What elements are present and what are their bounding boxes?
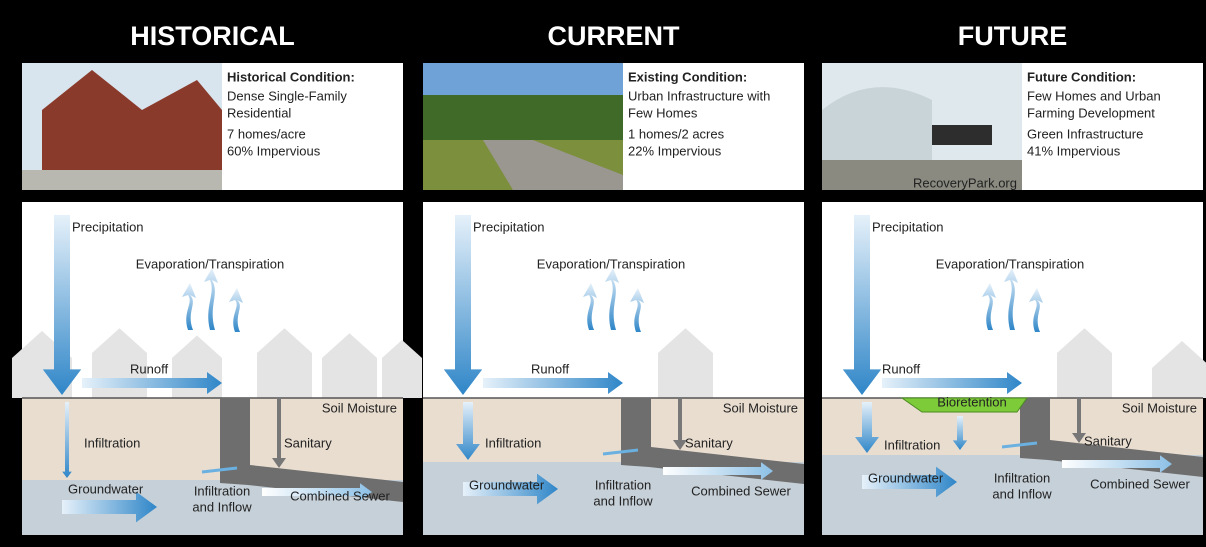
- infiltration-label: Infiltration: [485, 435, 541, 450]
- condition-text: Residential: [227, 105, 291, 120]
- photo-trees: [423, 95, 623, 140]
- infiltration-inflow-label: and Inflow: [992, 486, 1052, 501]
- infiltration-inflow-label: and Inflow: [593, 493, 653, 508]
- runoff-label: Runoff: [531, 361, 569, 376]
- runoff-label: Runoff: [882, 361, 920, 376]
- groundwater-label: Groundwater: [868, 470, 944, 485]
- sanitary-label: Sanitary: [685, 435, 733, 450]
- condition-text: Dense Single-Family: [227, 88, 347, 103]
- condition-text: 22% Impervious: [628, 143, 722, 158]
- sanitary-label: Sanitary: [1084, 433, 1132, 448]
- infiltration-inflow-label: and Inflow: [192, 499, 252, 514]
- condition-text: 60% Impervious: [227, 143, 321, 158]
- runoff-label: Runoff: [130, 361, 168, 376]
- precipitation-label: Precipitation: [72, 219, 144, 234]
- infiltration-inflow-label: Infiltration: [994, 470, 1050, 485]
- soil-moisture-label: Soil Moisture: [723, 400, 798, 415]
- bioretention-label: Bioretention: [937, 394, 1006, 409]
- soil-moisture-label: Soil Moisture: [1122, 400, 1197, 415]
- sanitary-pipe: [277, 398, 281, 458]
- condition-text: Few Homes and Urban: [1027, 88, 1161, 103]
- infiltration-inflow-label: Infiltration: [194, 483, 250, 498]
- evaporation-label: Evaporation/Transpiration: [136, 256, 284, 271]
- combined-sewer-label: Combined Sewer: [290, 488, 390, 503]
- sanitary-pipe: [678, 398, 682, 440]
- condition-text: Few Homes: [628, 105, 698, 120]
- panel-heading: FUTURE: [958, 21, 1068, 51]
- panel-heading: CURRENT: [548, 21, 681, 51]
- combined-sewer-label: Combined Sewer: [1090, 476, 1190, 491]
- condition-text: 41% Impervious: [1027, 143, 1121, 158]
- precipitation-label: Precipitation: [872, 219, 944, 234]
- condition-title: Historical Condition:: [227, 69, 355, 84]
- evaporation-label: Evaporation/Transpiration: [537, 256, 685, 271]
- soil-moisture-label: Soil Moisture: [322, 400, 397, 415]
- panel-heading: HISTORICAL: [130, 21, 295, 51]
- photo-snow: [22, 170, 222, 190]
- infiltration-label: Infiltration: [884, 437, 940, 452]
- condition-title: Future Condition:: [1027, 69, 1136, 84]
- groundwater-label: Groundwater: [68, 481, 144, 496]
- panel: CURRENT Existing Condition: Urban Infrastr…: [423, 21, 804, 535]
- precipitation-label: Precipitation: [473, 219, 545, 234]
- condition-text: Farming Development: [1027, 105, 1155, 120]
- page: HISTORICAL Historical Condition: Dense Sin…: [0, 0, 1206, 547]
- condition-text: Green Infrastructure: [1027, 126, 1143, 141]
- combined-sewer-label: Combined Sewer: [691, 483, 791, 498]
- photo-bed: [932, 125, 992, 145]
- sanitary-pipe: [1077, 398, 1081, 433]
- condition-text: 1 homes/2 acres: [628, 126, 725, 141]
- condition-title: Existing Condition:: [628, 69, 747, 84]
- condition-text: 7 homes/acre: [227, 126, 306, 141]
- evaporation-label: Evaporation/Transpiration: [936, 256, 1084, 271]
- panel: HISTORICAL Historical Condition: Dense Sin…: [12, 21, 422, 535]
- photo-credit: RecoveryPark.org: [913, 175, 1017, 190]
- infiltration-inflow-label: Infiltration: [595, 477, 651, 492]
- sanitary-label: Sanitary: [284, 435, 332, 450]
- groundwater-label: Groundwater: [469, 477, 545, 492]
- condition-text: Urban Infrastructure with: [628, 88, 770, 103]
- infiltration-label: Infiltration: [84, 435, 140, 450]
- panel: FUTURE RecoveryPark.org Future Condition: F…: [822, 21, 1206, 535]
